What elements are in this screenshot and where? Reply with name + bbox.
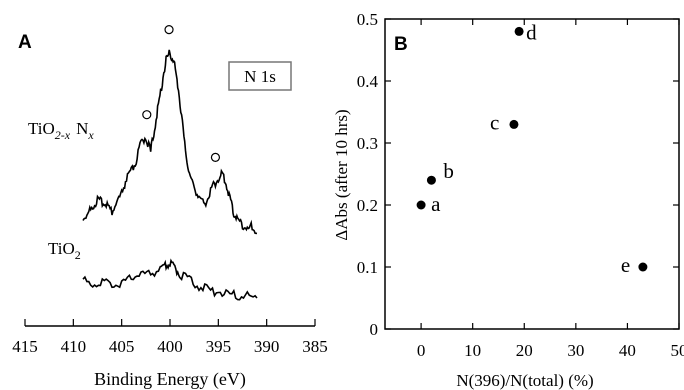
- point-label-a: a: [431, 192, 441, 216]
- panel-b-label: B: [394, 34, 408, 55]
- x-tick-label-a: 400: [157, 337, 183, 356]
- plot-frame-b: [384, 18, 680, 330]
- spectrum-tio2-xnx: [82, 49, 258, 235]
- series-label-tio2: TiO2: [48, 239, 81, 262]
- point-label-e: e: [621, 253, 630, 277]
- x-tick-label-a: 410: [61, 337, 87, 356]
- scatter-point-a: [416, 200, 426, 210]
- y-tick-label-b: 0.4: [357, 72, 379, 91]
- point-label-c: c: [490, 110, 499, 134]
- x-tick-label-b: 40: [619, 341, 636, 360]
- n1s-label: N 1s: [244, 67, 276, 86]
- scatter-point-d: [514, 26, 524, 36]
- axis-ticks-b: 0 10 20 30 40 50 0 0.1 0.2 0.3 0.4 0.5: [357, 10, 684, 360]
- point-label-b: b: [443, 159, 454, 183]
- y-tick-label-b: 0.1: [357, 258, 378, 277]
- spectrum-tio2: [82, 258, 258, 301]
- x-tick-label-b: 20: [516, 341, 533, 360]
- series-label-tio2-xnx: TiO2-x Nx: [28, 119, 94, 142]
- x-tick-label-b: 0: [417, 341, 426, 360]
- x-tick-label-a: 415: [12, 337, 38, 356]
- scatter-point-c: [509, 119, 519, 129]
- panel-a-label: A: [18, 32, 32, 53]
- x-axis-label-b: N(396)/N(total) (%): [456, 371, 593, 390]
- y-tick-label-b: 0.3: [357, 134, 378, 153]
- peak-marker: [164, 25, 174, 35]
- x-tick-label-a: 390: [254, 337, 280, 356]
- panel-b: B 0 10 20 30 40 50 0 0.1 0.2 0.3 0.4 0.5 ab c d e N(39…: [332, 10, 684, 390]
- x-tick-label-b: 10: [464, 341, 481, 360]
- scatter-point-e: [638, 262, 648, 272]
- scatter-point-b: [426, 175, 436, 185]
- x-tick-label-b: 50: [671, 341, 684, 360]
- point-label-d: d: [526, 20, 537, 44]
- y-tick-label-b: 0: [370, 320, 379, 339]
- x-axis-label-a: Binding Energy (eV): [94, 369, 246, 390]
- peak-marker: [142, 110, 152, 120]
- n1s-box: [228, 61, 292, 91]
- y-tick-label-b: 0.5: [357, 10, 378, 29]
- x-tick-label-a: 395: [206, 337, 232, 356]
- peak-markers: [142, 25, 221, 162]
- x-tick-label-b: 30: [567, 341, 584, 360]
- x-ticks-a: 415 410 405 400 395 390 385: [12, 319, 328, 356]
- peak-marker: [210, 152, 221, 162]
- x-tick-label-a: 385: [302, 337, 328, 356]
- panel-a: A N 1s 415 410 405 400 395 390 385 Binding Ene…: [12, 25, 328, 390]
- y-axis-label-b: ΔAbs (after 10 hrs): [332, 109, 351, 240]
- y-tick-label-b: 0.2: [357, 196, 378, 215]
- x-tick-label-a: 405: [109, 337, 135, 356]
- scatter-points: ab c d e: [416, 20, 648, 277]
